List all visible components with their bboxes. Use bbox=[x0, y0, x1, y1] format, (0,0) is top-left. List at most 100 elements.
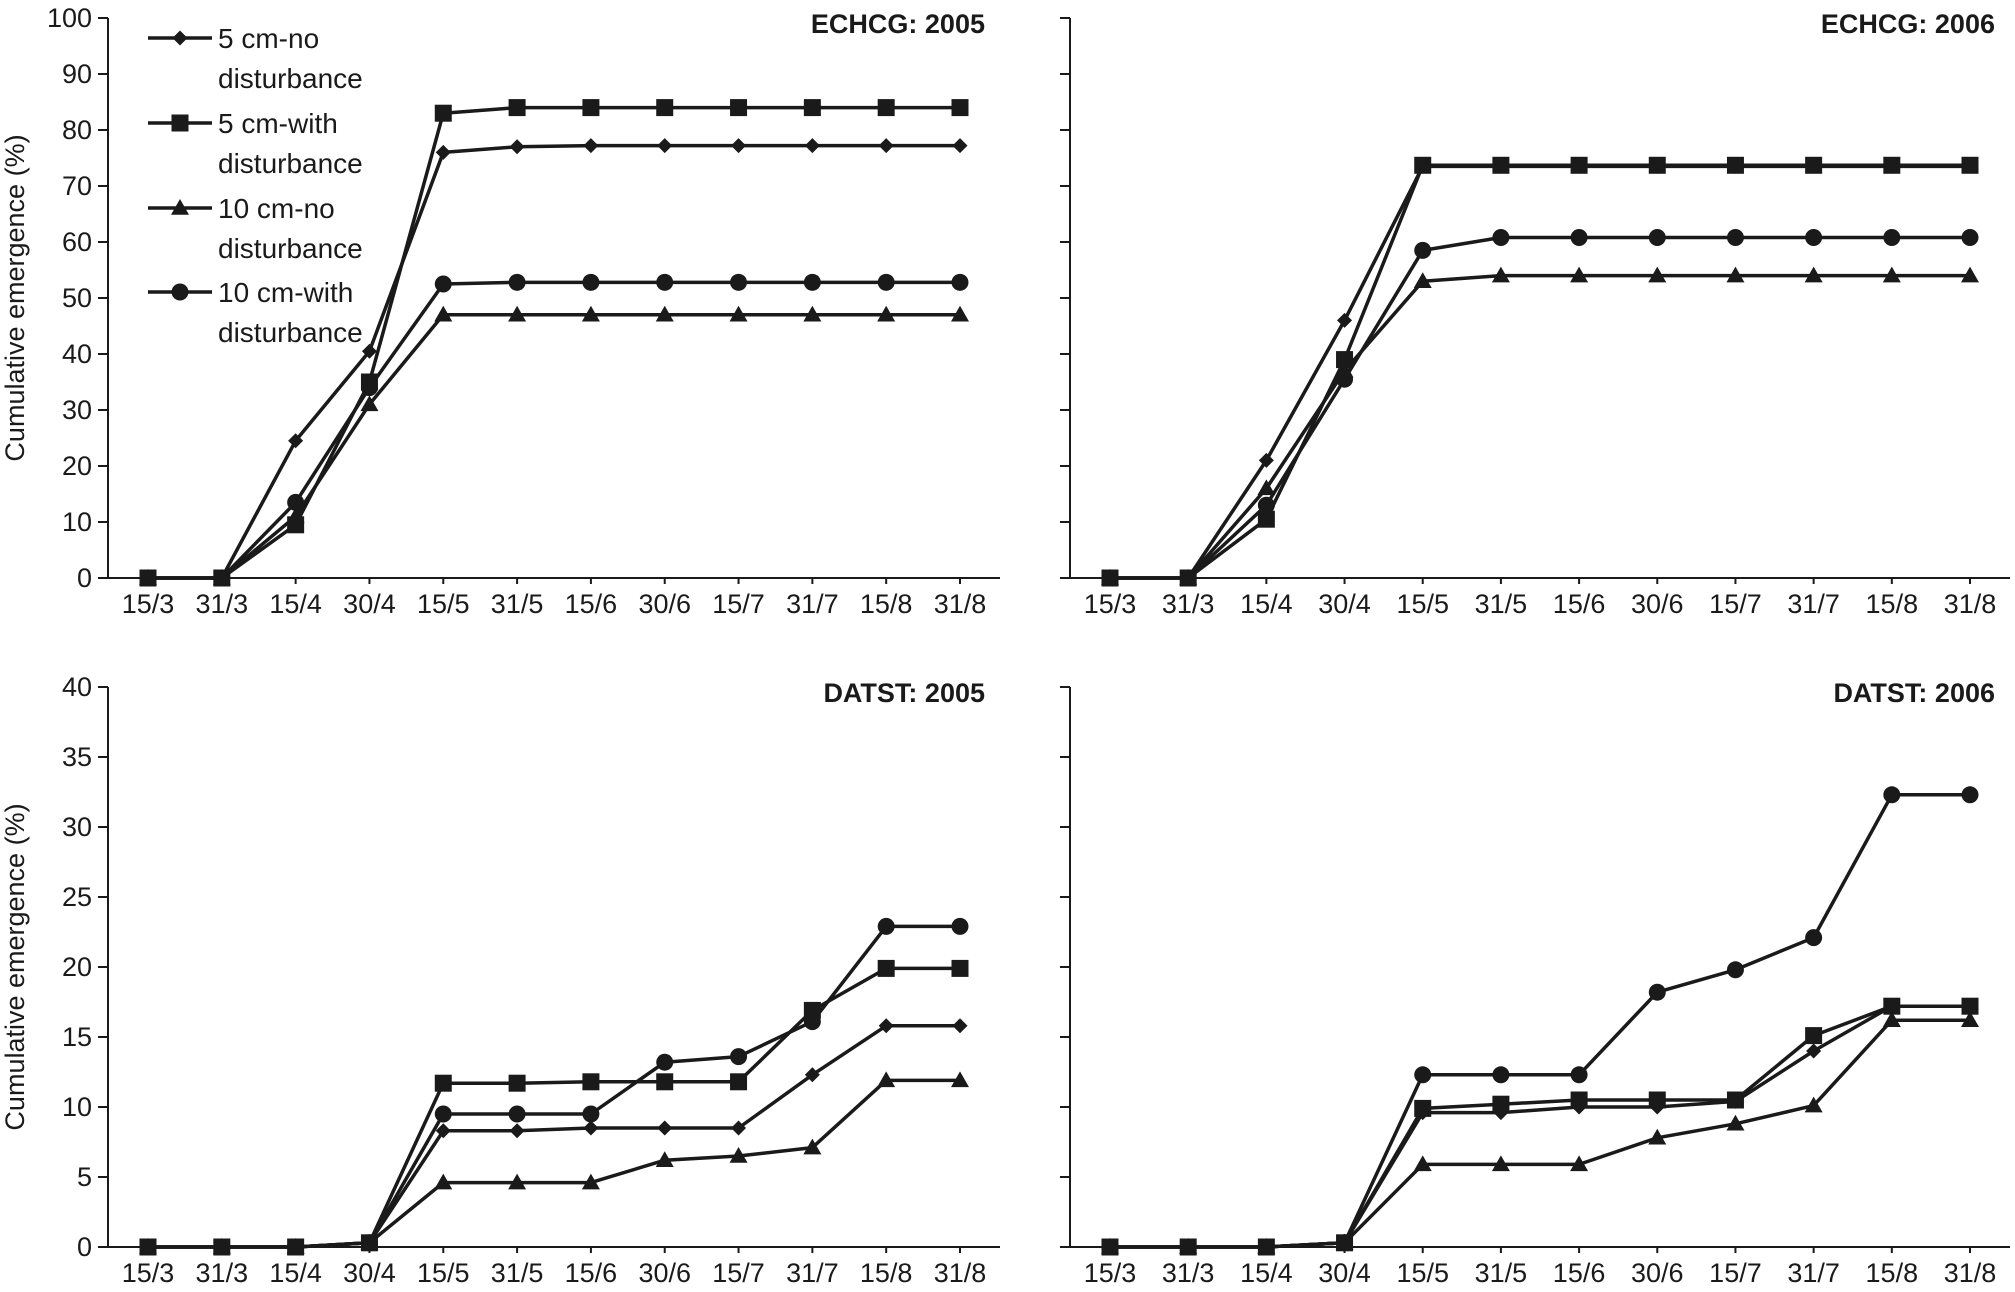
triangle-series bbox=[139, 1071, 969, 1254]
y-tick-label: 90 bbox=[62, 59, 92, 89]
data-point-triangle bbox=[1648, 266, 1667, 283]
data-point-square bbox=[1257, 510, 1275, 528]
legend-label-line1: 10 cm-with bbox=[218, 277, 353, 308]
x-tick-label: 31/7 bbox=[786, 1258, 839, 1288]
x-tick-label: 31/3 bbox=[1162, 589, 1215, 619]
data-point-square bbox=[434, 104, 452, 122]
data-point-circle bbox=[360, 379, 378, 397]
diamond-series bbox=[1102, 998, 1978, 1255]
data-point-circle bbox=[1101, 1238, 1119, 1256]
circle-series bbox=[1101, 229, 1979, 587]
data-point-triangle bbox=[1961, 266, 1979, 283]
data-point-diamond bbox=[657, 1120, 673, 1136]
data-point-circle bbox=[656, 273, 674, 291]
data-point-circle bbox=[1257, 496, 1275, 514]
x-tick-label: 15/8 bbox=[1866, 589, 1919, 619]
data-point-triangle bbox=[803, 305, 822, 322]
data-point-diamond bbox=[952, 1018, 968, 1034]
series-line bbox=[1110, 1018, 1970, 1249]
data-point-square bbox=[730, 1073, 748, 1091]
legend-item-1: 5 cm-no disturbance bbox=[148, 23, 363, 94]
data-point-square bbox=[1726, 1091, 1744, 1109]
data-point-diamond bbox=[952, 138, 968, 154]
series-line bbox=[1110, 163, 1970, 580]
data-point-square bbox=[508, 99, 526, 117]
x-tick-label: 31/5 bbox=[1475, 589, 1528, 619]
data-point-circle bbox=[951, 917, 969, 935]
data-point-triangle bbox=[1648, 1128, 1667, 1145]
data-point-square bbox=[1414, 1099, 1432, 1117]
panel-title: DATST: 2006 bbox=[1833, 678, 1995, 708]
data-point-circle bbox=[582, 1105, 600, 1123]
series-line bbox=[148, 105, 960, 580]
data-point-triangle bbox=[1413, 272, 1432, 288]
data-point-square bbox=[1414, 156, 1432, 174]
chart-panel-2: 15/3 31/3 15/4 30/4 15/5 31/5 15/6 30/6 15/7 31/7… bbox=[1060, 9, 2010, 619]
data-point-square bbox=[1883, 997, 1901, 1015]
x-tick-label: 15/4 bbox=[1240, 1258, 1293, 1288]
data-point-diamond bbox=[878, 1018, 894, 1034]
y-tick-label: 60 bbox=[62, 227, 92, 257]
x-tick-label: 31/5 bbox=[491, 1258, 544, 1288]
data-point-square bbox=[434, 1074, 452, 1092]
series-line bbox=[1110, 235, 1970, 580]
data-point-diamond bbox=[878, 138, 894, 154]
data-point-triangle bbox=[1570, 266, 1589, 283]
x-tick-label: 15/7 bbox=[1709, 589, 1762, 619]
data-point-square bbox=[1961, 997, 1979, 1015]
data-point-triangle bbox=[1726, 1114, 1745, 1131]
data-point-diamond bbox=[288, 433, 304, 449]
legend-label-line2: disturbance bbox=[218, 233, 363, 264]
data-point-circle bbox=[213, 1238, 231, 1256]
data-point-circle bbox=[139, 569, 157, 587]
data-point-circle bbox=[1648, 983, 1666, 1001]
x-tick-label: 15/3 bbox=[1084, 589, 1137, 619]
data-point-triangle bbox=[1491, 266, 1510, 283]
data-point-square bbox=[1883, 156, 1901, 174]
data-point-triangle bbox=[951, 1071, 969, 1088]
x-tick-label: 30/4 bbox=[343, 1258, 396, 1288]
data-point-circle bbox=[1805, 229, 1823, 247]
data-point-circle bbox=[1336, 370, 1354, 388]
data-point-circle bbox=[803, 273, 821, 291]
x-tick-label: 31/3 bbox=[196, 1258, 249, 1288]
series-line bbox=[1110, 164, 1970, 580]
x-tick-label: 15/8 bbox=[1866, 1258, 1919, 1288]
data-point-triangle bbox=[286, 507, 305, 524]
series-line bbox=[148, 924, 960, 1249]
data-point-circle bbox=[1961, 229, 1979, 247]
y-tick-label: 5 bbox=[77, 1162, 92, 1192]
data-point-circle bbox=[434, 1105, 452, 1123]
data-point-diamond bbox=[1258, 452, 1274, 468]
data-point-circle bbox=[877, 273, 895, 291]
data-point-square bbox=[951, 99, 969, 117]
data-point-triangle bbox=[1257, 479, 1276, 496]
data-point-circle bbox=[360, 1234, 378, 1252]
data-point-triangle bbox=[877, 305, 896, 322]
data-point-circle bbox=[1883, 229, 1901, 247]
legend-marker-square bbox=[171, 114, 189, 132]
x-tick-label: 31/7 bbox=[1787, 1258, 1840, 1288]
series-line bbox=[1110, 793, 1970, 1249]
data-point-diamond bbox=[804, 1067, 820, 1083]
series-line bbox=[148, 966, 960, 1249]
data-point-circle bbox=[1257, 1238, 1275, 1256]
series-line bbox=[148, 143, 960, 580]
x-tick-label: 15/5 bbox=[417, 1258, 470, 1288]
y-tick-label: 30 bbox=[62, 812, 92, 842]
x-tick-label: 31/7 bbox=[1787, 589, 1840, 619]
y-tick-label: 25 bbox=[62, 882, 92, 912]
chart-panel-1: 0 10 20 30 40 50 60 70 80 90 100 15/3 31/3 15/4 30/4 15… bbox=[0, 3, 1000, 619]
data-point-circle bbox=[582, 273, 600, 291]
data-point-square bbox=[1961, 156, 1979, 174]
x-tick-label: 15/5 bbox=[1396, 1258, 1449, 1288]
data-point-diamond bbox=[583, 1120, 599, 1136]
circle-series bbox=[139, 917, 969, 1256]
data-point-circle bbox=[1961, 786, 1979, 804]
data-point-square bbox=[656, 1073, 674, 1091]
data-point-diamond bbox=[804, 138, 820, 154]
data-point-square bbox=[1648, 156, 1666, 174]
y-tick-label: 50 bbox=[62, 283, 92, 313]
data-point-circle bbox=[1336, 1234, 1354, 1252]
